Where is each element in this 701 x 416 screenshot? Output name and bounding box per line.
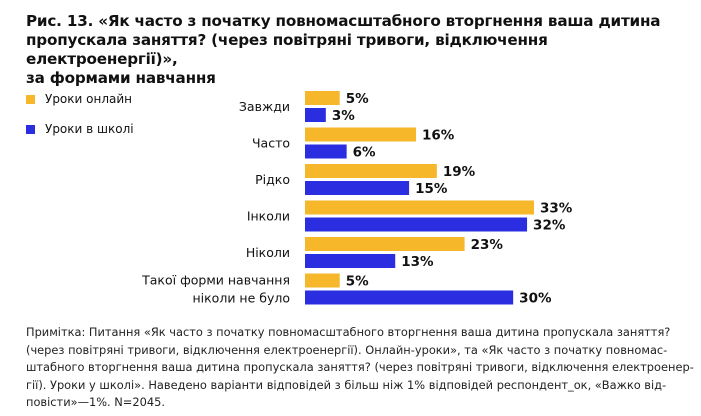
legend: Уроки онлайн Уроки в школі (26, 91, 134, 151)
category-label: Часто (252, 136, 290, 151)
bar-online (305, 91, 340, 105)
category-label: Завжди (239, 99, 290, 114)
data-label: 5% (346, 91, 369, 107)
legend-label-online: Уроки онлайн (45, 92, 132, 106)
data-label: 6% (353, 145, 376, 161)
bar-online (305, 273, 340, 288)
footnote-line: Примітка: Питання «Як часто з початку по… (26, 325, 671, 339)
data-label: 5% (346, 274, 369, 290)
bar-online (305, 237, 465, 251)
bar-school (305, 217, 528, 232)
footnote-line: повісти»—1%. N=2045. (26, 395, 165, 410)
category-label: Такої форми навчання (141, 273, 290, 288)
category-label: Ніколи (246, 245, 290, 260)
title-line: пропускала заняття? (через повітряні три… (26, 31, 548, 68)
footnote-line: гії). Уроки у школі». Наведено варіанти … (26, 377, 667, 392)
title-line: Рис. 13. «Як часто з початку повномасшта… (26, 12, 661, 30)
bar-online (305, 127, 417, 142)
bar-school (305, 181, 410, 195)
data-label: 23% (471, 237, 504, 253)
legend-label-school: Уроки в школі (45, 122, 134, 136)
data-label: 16% (422, 128, 455, 144)
title-line: за формами навчання (26, 69, 216, 87)
footnote: Примітка: Питання «Як часто з початку по… (26, 324, 694, 412)
legend-swatch-school (26, 124, 35, 134)
data-label: 30% (519, 291, 552, 307)
data-label: 3% (332, 108, 355, 124)
legend-swatch-online (26, 94, 35, 104)
bar-school (305, 290, 514, 305)
category-label: Рідко (255, 172, 290, 187)
footnote-line: штабного вторгнення ваша дитина пропуска… (26, 360, 694, 375)
data-label: 19% (443, 164, 476, 180)
bar-online (305, 200, 534, 215)
footnote-line: (через повітряні тривоги, відключення ел… (26, 342, 668, 357)
bar-school (305, 254, 396, 268)
data-label: 13% (401, 254, 434, 270)
chart-title: Рис. 13. «Як часто з початку повномасшта… (26, 12, 686, 88)
legend-item-online: Уроки онлайн (26, 91, 134, 107)
bar-school (305, 108, 326, 122)
bar-school (305, 144, 347, 159)
data-label: 33% (540, 201, 573, 217)
category-label: ніколи не було (192, 291, 290, 306)
category-label: Інколи (247, 209, 290, 224)
data-label: 15% (415, 181, 448, 197)
data-label: 32% (533, 218, 566, 234)
legend-item-school: Уроки в школі (26, 121, 134, 137)
bar-online (305, 164, 437, 178)
